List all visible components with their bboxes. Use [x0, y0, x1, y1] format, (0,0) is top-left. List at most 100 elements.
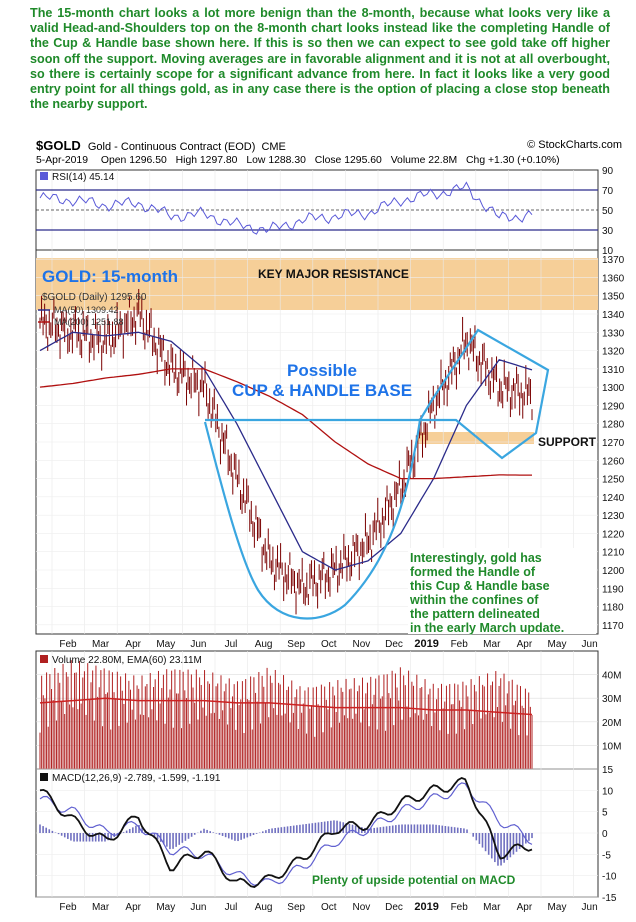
x-axis-label-top: May	[548, 639, 567, 650]
macd-legend-text: MACD(12,26,9) -2.789, -1.599, -1.191	[52, 773, 221, 784]
x-axis-label-bottom: Jul	[225, 902, 238, 913]
volume-tick-label: 20M	[602, 718, 621, 729]
volume-ema-line	[39, 697, 533, 716]
price-tick-label: 1360	[602, 273, 625, 284]
x-axis-label-top: Jun	[190, 639, 206, 650]
price-tick-label: 1240	[602, 493, 625, 504]
rsi-tick-label: 50	[602, 206, 614, 217]
date: 5-Apr-2019	[36, 155, 88, 166]
x-axis-label-bottom: Mar	[92, 902, 110, 913]
volume-tick-label: 10M	[602, 741, 621, 752]
x-axis-label-bottom: Jun	[582, 902, 598, 913]
chg-label: Chg	[466, 155, 486, 166]
resistance-label: KEY MAJOR RESISTANCE	[258, 267, 409, 281]
macd-legend: MACD(12,26,9) -2.789, -1.599, -1.191	[40, 773, 221, 784]
macd-tick-label: 10	[602, 786, 614, 797]
x-axis-label-top: Nov	[353, 639, 371, 650]
close-label: Close	[314, 155, 342, 166]
macd-tick-label: 5	[602, 808, 608, 819]
x-axis-label-bottom: May	[548, 902, 567, 913]
high-value: 1297.80	[199, 155, 238, 166]
price-legend-3: MA(200) 1251.88	[54, 317, 124, 327]
cup-label-1: Possible	[287, 361, 357, 380]
cup-label-2: CUP & HANDLE BASE	[232, 381, 412, 400]
ma50-line	[39, 331, 533, 571]
price-legend: $GOLD (Daily) 1295.60 MA(50) 1309.42 MA(…	[38, 292, 147, 327]
price-tick-label: 1320	[602, 347, 625, 358]
support-label: SUPPORT	[538, 435, 597, 449]
price-tick-label: 1210	[602, 548, 625, 559]
x-axis-label-top: 2019	[414, 638, 438, 650]
price-tick-label: 1350	[602, 292, 625, 303]
rsi-tick-label: 10	[602, 246, 614, 257]
chg-value: +1.30 (+0.10%)	[487, 155, 560, 166]
x-axis-label-top: Dec	[385, 639, 403, 650]
volume-group: 40M 30M 20M 10M	[36, 660, 621, 769]
rsi-tick-label: 70	[602, 186, 614, 197]
volume-label: Volume	[390, 155, 426, 166]
low-value: 1288.30	[268, 155, 306, 166]
price-tick-label: 1290	[602, 401, 625, 412]
commentary-intro: The 15-month chart looks a lot more beni…	[30, 6, 610, 112]
volume-tick-label: 30M	[602, 694, 621, 705]
rsi-legend: RSI(14) 45.14	[40, 172, 115, 183]
price-tick-label: 1220	[602, 529, 625, 540]
x-axis-label-top: Feb	[59, 639, 77, 650]
cup-pattern-outline	[203, 328, 550, 620]
ma200-line	[39, 368, 532, 480]
price-tick-label: 1340	[602, 310, 625, 321]
macd-note: Plenty of upside potential on MACD	[312, 873, 516, 887]
x-axis-label-top: Feb	[451, 639, 469, 650]
x-axis-label-top: Jul	[225, 639, 238, 650]
instrument-name: Gold - Continuous Contract (EOD)	[87, 141, 256, 153]
volume-legend: Volume 22.80M, EMA(60) 23.11M	[40, 655, 202, 666]
handle-note-line: Interestingly, gold has	[410, 551, 542, 565]
volume-legend-text: Volume 22.80M, EMA(60) 23.11M	[52, 655, 202, 666]
x-axis-label-bottom: 2019	[414, 901, 438, 913]
x-axis-label-top: Mar	[92, 639, 110, 650]
x-axis-label-top: Apr	[517, 639, 533, 650]
chart-title: GOLD: 15-month	[42, 267, 178, 286]
price-tick-label: 1260	[602, 456, 625, 467]
x-axis-label-bottom: Feb	[451, 902, 469, 913]
exchange: CME	[261, 141, 286, 153]
rsi-line	[39, 181, 533, 235]
x-axis-label-top: Oct	[321, 639, 337, 650]
price-tick-label: 1310	[602, 365, 625, 376]
chart-header-line1: $GOLD Gold - Continuous Contract (EOD) C…	[36, 138, 632, 154]
macd-tick-label: -10	[602, 872, 617, 883]
axes-group: Feb Feb Mar Mar Apr Apr May May Jun Jun Jul Jul Aug A…	[59, 638, 597, 913]
macd-line	[39, 777, 533, 888]
x-axis-label-bottom: May	[156, 902, 175, 913]
handle-note-line: in the early March update.	[410, 621, 564, 635]
price-tick-label: 1200	[602, 566, 625, 577]
x-axis-label-top: Mar	[483, 639, 501, 650]
rsi-tick-label: 30	[602, 226, 614, 237]
x-axis-label-bottom: Oct	[321, 902, 337, 913]
chart-header-line2: 5-Apr-2019 Open 1296.50 High 1297.80 Low…	[36, 155, 632, 169]
handle-note-line: within the confines of	[409, 593, 539, 607]
x-axis-label-bottom: Nov	[353, 902, 371, 913]
volume-tick-label: 40M	[602, 671, 621, 682]
macd-tick-label: -5	[602, 850, 611, 861]
x-axis-label-bottom: Sep	[287, 902, 305, 913]
x-axis-label-bottom: Dec	[385, 902, 403, 913]
x-axis-label-bottom: Mar	[483, 902, 501, 913]
price-tick-label: 1280	[602, 420, 625, 431]
x-axis-label-top: May	[156, 639, 175, 650]
handle-note-line: formed the Handle of	[410, 565, 536, 579]
x-axis-label-bottom: Apr	[125, 902, 141, 913]
macd-tick-label: 0	[602, 829, 608, 840]
price-tick-label: 1180	[602, 603, 624, 614]
handle-note-bg	[408, 548, 596, 634]
x-axis-label-bottom: Apr	[517, 902, 533, 913]
price-legend-2: MA(50) 1309.42	[54, 305, 119, 315]
price-tick-label: 1270	[602, 438, 625, 449]
copyright: © StockCharts.com	[527, 139, 622, 151]
x-axis-label-top: Apr	[125, 639, 141, 650]
x-axis-label-top: Aug	[255, 639, 273, 650]
open-value: 1296.50	[129, 155, 167, 166]
high-label: High	[175, 155, 198, 166]
price-tick-label: 1370	[602, 255, 625, 266]
macd-tick-label: 15	[602, 765, 614, 776]
